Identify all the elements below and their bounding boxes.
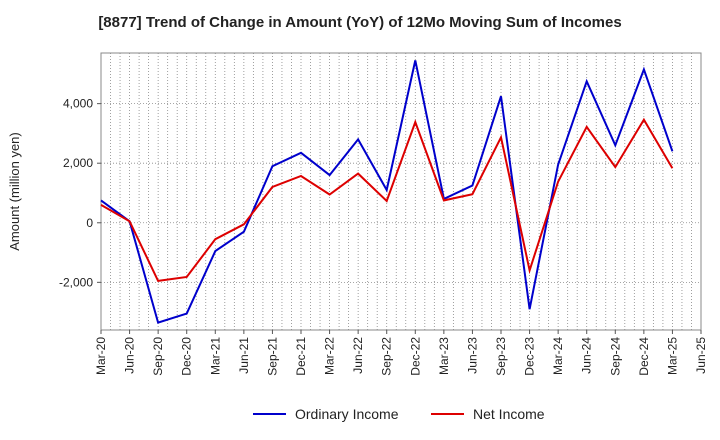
x-tick-label: Jun-24 bbox=[580, 337, 594, 374]
legend: Ordinary Income Net Income bbox=[253, 406, 545, 422]
y-tick-label: -2,000 bbox=[59, 275, 93, 289]
series-lines bbox=[100, 60, 674, 324]
x-tick-label: Sep-20 bbox=[151, 337, 165, 376]
plot-area bbox=[100, 52, 702, 331]
y-axis-ticks: -2,000 0 2,000 4,000 bbox=[59, 97, 101, 289]
x-tick-label: Mar-20 bbox=[94, 337, 108, 375]
x-tick-label: Jun-21 bbox=[237, 337, 251, 374]
x-tick-label: Jun-20 bbox=[123, 337, 137, 374]
x-tick-label: Mar-23 bbox=[437, 337, 451, 375]
x-tick-label: Dec-20 bbox=[180, 337, 194, 376]
x-tick-label: Dec-22 bbox=[408, 337, 422, 376]
x-tick-label: Dec-21 bbox=[294, 337, 308, 376]
x-tick-label: Sep-24 bbox=[608, 337, 622, 376]
x-axis-ticks: Mar-20 Jun-20 Sep-20 Dec-20 Mar-21 Jun-21 Sep-… bbox=[94, 330, 708, 376]
legend-label: Ordinary Income bbox=[295, 406, 399, 422]
x-tick-label: Mar-22 bbox=[323, 337, 337, 375]
x-tick-label: Dec-24 bbox=[637, 337, 651, 376]
series-line-ordinary-income bbox=[100, 60, 674, 324]
y-tick-label: 4,000 bbox=[63, 97, 93, 111]
x-tick-label: Mar-21 bbox=[208, 337, 222, 375]
x-tick-label: Sep-21 bbox=[265, 337, 279, 376]
x-tick-label: Jun-23 bbox=[465, 337, 479, 374]
x-tick-label: Dec-23 bbox=[523, 337, 537, 376]
chart-title: [8877] Trend of Change in Amount (YoY) o… bbox=[98, 14, 622, 31]
series-line-net-income bbox=[100, 117, 674, 282]
y-tick-label: 2,000 bbox=[63, 156, 93, 170]
x-tick-label: Sep-22 bbox=[380, 337, 394, 376]
x-tick-label: Jun-22 bbox=[351, 337, 365, 374]
x-tick-label: Jun-25 bbox=[694, 337, 708, 374]
x-tick-label: Mar-25 bbox=[665, 337, 679, 375]
x-tick-label: Sep-23 bbox=[494, 337, 508, 376]
plot-frame bbox=[100, 52, 702, 331]
y-axis-title: Amount (million yen) bbox=[7, 132, 22, 251]
y-tick-label: 0 bbox=[86, 216, 93, 230]
x-tick-label: Mar-24 bbox=[551, 337, 565, 375]
legend-label: Net Income bbox=[473, 406, 545, 422]
